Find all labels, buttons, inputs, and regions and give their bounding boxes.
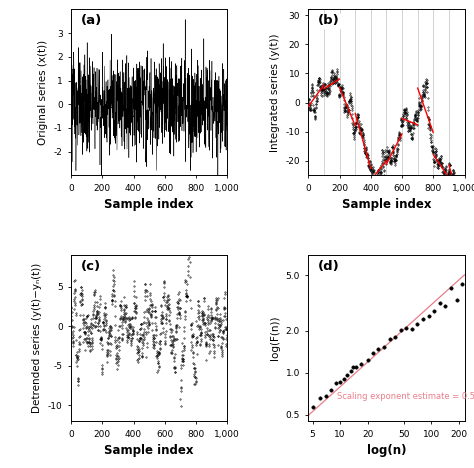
Y-axis label: Detrended series (y(t)−yₙ(t)): Detrended series (y(t)−yₙ(t)) bbox=[32, 263, 43, 413]
X-axis label: log(n): log(n) bbox=[367, 444, 406, 457]
Y-axis label: log(F(n)): log(F(n)) bbox=[270, 316, 280, 360]
Text: Scaling exponent estimate = 0.59: Scaling exponent estimate = 0.59 bbox=[337, 392, 474, 401]
Y-axis label: Integrated series (y(t)): Integrated series (y(t)) bbox=[270, 33, 280, 152]
Y-axis label: Original series (x(t)): Original series (x(t)) bbox=[38, 40, 48, 145]
Text: (c): (c) bbox=[81, 260, 100, 273]
X-axis label: Sample index: Sample index bbox=[104, 198, 194, 212]
Text: (b): (b) bbox=[318, 15, 339, 27]
Text: (a): (a) bbox=[81, 15, 102, 27]
Text: (d): (d) bbox=[318, 260, 339, 273]
X-axis label: Sample index: Sample index bbox=[342, 198, 431, 212]
X-axis label: Sample index: Sample index bbox=[104, 444, 194, 457]
